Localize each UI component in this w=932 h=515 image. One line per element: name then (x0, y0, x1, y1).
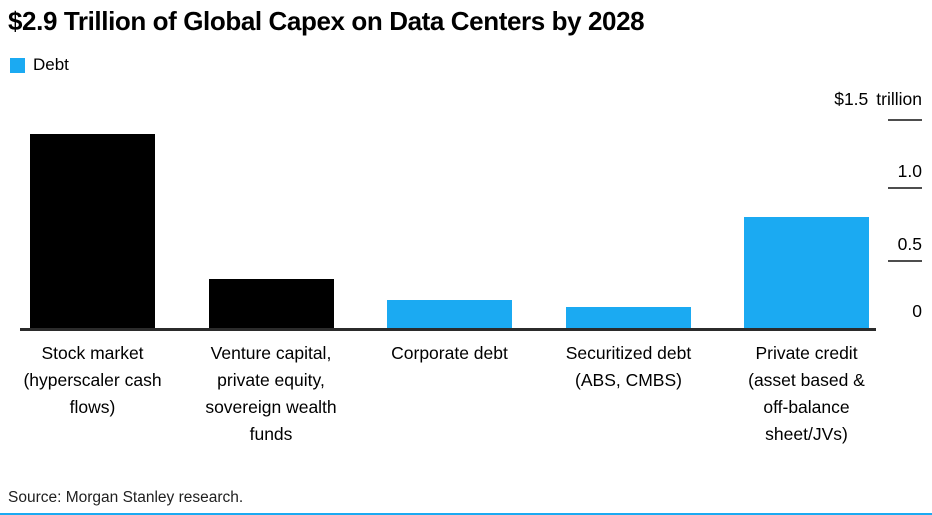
chart-title: $2.9 Trillion of Global Capex on Data Ce… (8, 6, 645, 36)
category-label-3: Securitized debt (ABS, CMBS) (536, 340, 722, 394)
bar-1 (208, 279, 334, 328)
category-label-line: funds (249, 424, 293, 444)
category-label-line: Venture capital, (210, 343, 332, 363)
category-label-line: Corporate debt (391, 343, 508, 363)
legend-debt-label: Debt (33, 55, 69, 74)
x-axis-baseline (20, 328, 876, 331)
legend: Debt (10, 55, 69, 75)
category-label-line: off-balance (763, 397, 850, 417)
category-label-line: flows) (69, 397, 116, 417)
bar-2 (387, 300, 512, 328)
category-label-line: (ABS, CMBS) (575, 370, 682, 390)
category-label-line: (hyperscaler cash (23, 370, 162, 390)
source-note: Source: Morgan Stanley research. (8, 489, 244, 506)
y-tick-label-1: 1.0 (897, 161, 922, 181)
y-tick-mark-0.5 (888, 260, 922, 262)
bar-4 (744, 217, 869, 328)
y-tick-mark-1 (888, 187, 922, 189)
bar-0 (30, 134, 155, 328)
legend-debt-swatch-icon (10, 57, 25, 73)
category-label-2: Corporate debt (357, 340, 543, 367)
category-label-4: Private credit (asset based & off-balance s… (714, 340, 900, 448)
category-label-1: Venture capital, private equity, sovereign… (178, 340, 364, 448)
category-label-line: Private credit (755, 343, 858, 363)
footer-rule (0, 513, 932, 515)
category-label-line: Securitized debt (565, 343, 692, 363)
y-tick-mark-1.5 (888, 119, 922, 121)
category-label-0: Stock market (hyperscaler cash flows) (0, 340, 186, 421)
y-tick-label-0.5: 0.5 (897, 234, 922, 254)
y-tick-label-1.5: $1.5 trillion (834, 89, 922, 109)
bar-3 (566, 307, 691, 328)
category-label-line: (asset based & (748, 370, 865, 390)
category-label-line: sovereign wealth (205, 397, 337, 417)
category-label-line: Stock market (41, 343, 144, 363)
y-tick-label-0: 0 (912, 301, 922, 321)
category-label-line: private equity, (217, 370, 325, 390)
category-label-line: sheet/JVs) (765, 424, 848, 444)
